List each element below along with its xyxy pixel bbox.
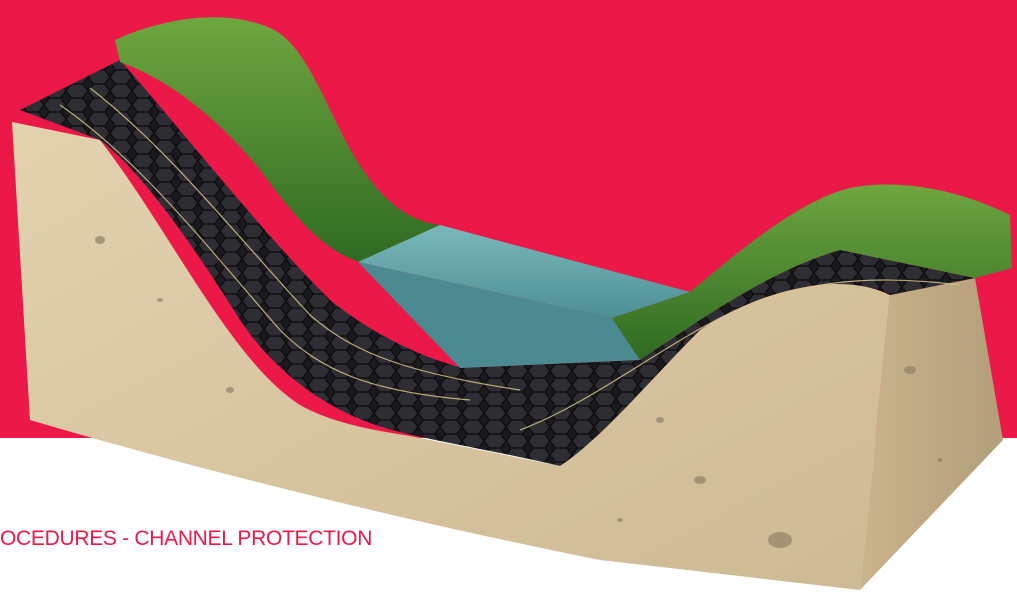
grass-left-hill — [115, 17, 440, 263]
water-channel-top — [358, 225, 690, 318]
water-channel-front — [358, 262, 640, 368]
section-caption: OCEDURES - CHANNEL PROTECTION — [0, 527, 373, 550]
grass-right-slope — [612, 184, 1012, 360]
geocell-tendons — [59, 87, 961, 431]
soil-pebbles — [95, 236, 943, 548]
geocell-left-slope — [20, 60, 560, 466]
soil-front-face — [12, 122, 890, 590]
soil-side-face — [860, 278, 1003, 590]
geocell-right-slope — [460, 250, 975, 466]
